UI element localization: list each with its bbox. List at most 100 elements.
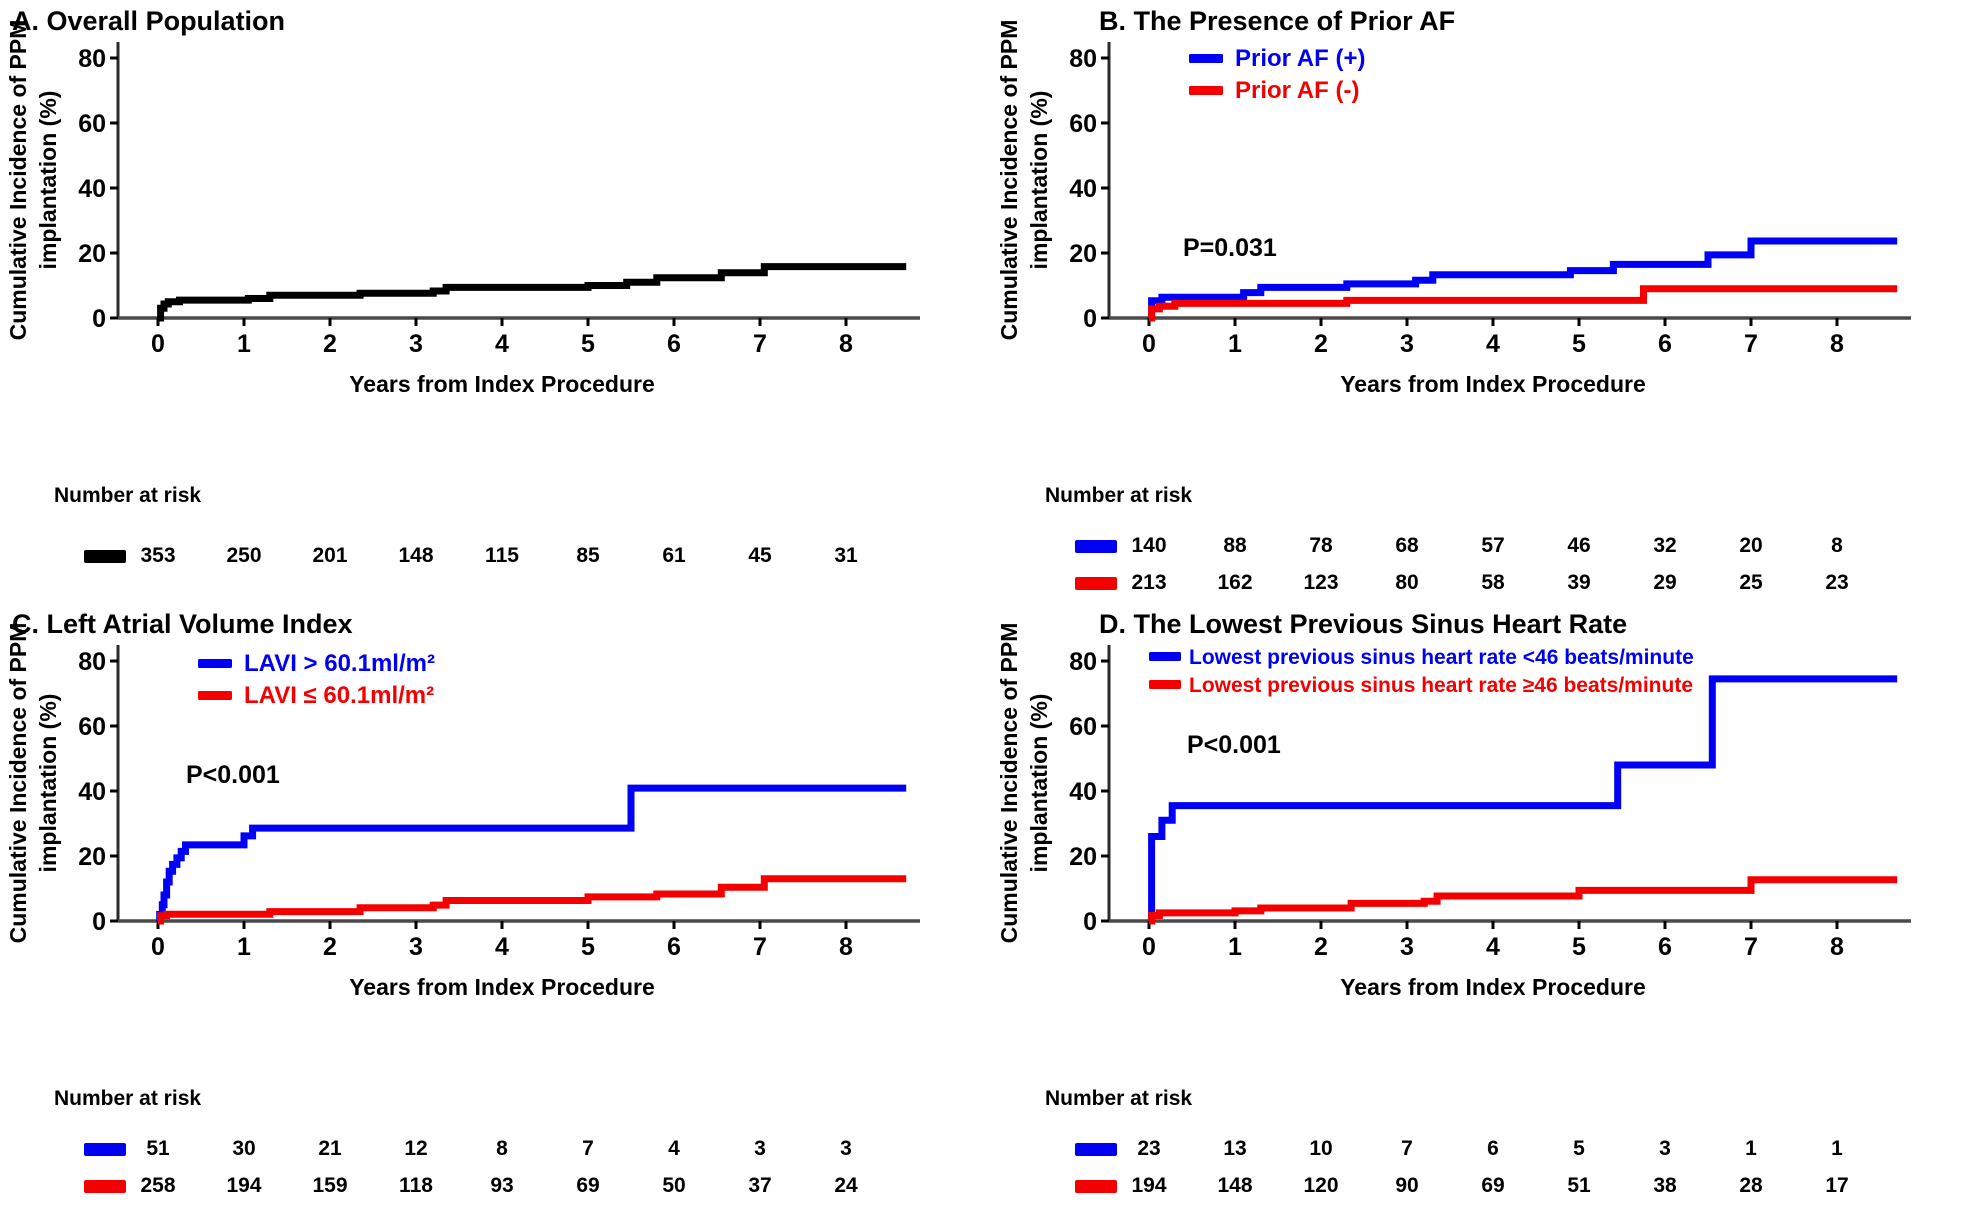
- panel-prior-af: B. The Presence of Prior AF Cumulative In…: [991, 0, 1983, 603]
- series-line: [156, 784, 907, 925]
- risk-count: 24: [834, 1174, 858, 1197]
- risk-count: 115: [485, 544, 519, 567]
- risk-count: 23: [1137, 1137, 1160, 1160]
- series-line: [1148, 285, 1898, 322]
- p-value: P<0.001: [186, 761, 280, 789]
- y-tick-label: 40: [1069, 175, 1097, 203]
- risk-count: 148: [1217, 1174, 1252, 1197]
- legend-label: Lowest previous sinus heart rate <46 bea…: [1189, 646, 1694, 669]
- panel-lowest-sinus-heart-rate: D. The Lowest Previous Sinus Heart Rate C…: [991, 603, 1983, 1206]
- y-axis-label-line1: Cumulative Incidence of PPM: [996, 623, 1022, 944]
- legend-label: LAVI > 60.1ml/m²: [244, 650, 435, 677]
- y-tick-label: 0: [1083, 305, 1097, 333]
- x-tick-label: 0: [1142, 933, 1156, 961]
- risk-count: 21: [318, 1137, 342, 1160]
- legend-label: Prior AF (-): [1235, 77, 1359, 104]
- x-tick-label: 1: [1228, 330, 1242, 358]
- panel-title: A. Overall Population: [12, 6, 285, 36]
- y-axis-label-line2: implantation (%): [1026, 91, 1052, 270]
- risk-count: 3: [1659, 1137, 1671, 1160]
- y-axis-label-line1: Cumulative Incidence of PPM: [5, 20, 31, 341]
- risk-count: 162: [1217, 571, 1252, 594]
- risk-count: 194: [1131, 1174, 1166, 1197]
- risk-count: 120: [1303, 1174, 1338, 1197]
- y-axis-label-line2: implantation (%): [35, 91, 61, 270]
- y-tick-label: 60: [78, 713, 106, 741]
- risk-count: 69: [576, 1174, 599, 1197]
- x-tick-label: 0: [151, 933, 165, 961]
- risk-count: 201: [312, 544, 347, 567]
- risk-count: 45: [748, 544, 772, 567]
- x-tick-label: 2: [323, 933, 337, 961]
- x-axis-label: Years from Index Procedure: [1340, 371, 1646, 397]
- x-tick-label: 7: [1744, 330, 1758, 358]
- x-tick-label: 5: [1572, 933, 1586, 961]
- risk-count: 3: [754, 1137, 766, 1160]
- x-tick-label: 4: [1486, 933, 1500, 961]
- risk-swatch: [1075, 1180, 1117, 1193]
- panel-title: B. The Presence of Prior AF: [1099, 6, 1455, 36]
- x-tick-label: 8: [839, 330, 853, 358]
- risk-count: 4: [668, 1137, 680, 1160]
- x-tick-label: 3: [1400, 933, 1414, 961]
- risk-swatch: [84, 1143, 126, 1156]
- risk-count: 20: [1739, 534, 1762, 557]
- x-tick-label: 3: [409, 933, 423, 961]
- x-axis-label: Years from Index Procedure: [349, 371, 655, 397]
- y-tick-label: 80: [1069, 648, 1097, 676]
- y-axis-label-line1: Cumulative Incidence of PPM: [996, 20, 1022, 341]
- y-tick-label: 80: [78, 648, 106, 676]
- legend-swatch: [1149, 680, 1181, 689]
- y-tick-label: 20: [1069, 843, 1097, 871]
- risk-count: 250: [226, 544, 261, 567]
- x-tick-label: 3: [1400, 330, 1414, 358]
- y-tick-label: 40: [1069, 778, 1097, 806]
- risk-count: 118: [399, 1174, 433, 1197]
- p-value: P=0.031: [1183, 234, 1277, 262]
- x-tick-label: 8: [1830, 330, 1844, 358]
- series-line: [1148, 876, 1898, 925]
- y-tick-label: 20: [78, 240, 106, 268]
- series-line: [1148, 675, 1898, 925]
- x-tick-label: 6: [667, 933, 681, 961]
- y-tick-label: 40: [78, 175, 106, 203]
- x-tick-label: 7: [753, 330, 767, 358]
- risk-count: 23: [1825, 571, 1848, 594]
- panel-overall-population: A. Overall Population Cumulative Incidenc…: [0, 0, 991, 603]
- risk-count: 93: [490, 1174, 513, 1197]
- risk-count: 5: [1573, 1137, 1585, 1160]
- x-tick-label: 0: [1142, 330, 1156, 358]
- x-tick-label: 4: [495, 330, 509, 358]
- risk-count: 353: [140, 544, 175, 567]
- x-tick-label: 5: [1572, 330, 1586, 358]
- legend-label: Lowest previous sinus heart rate ≥46 bea…: [1189, 674, 1693, 697]
- legend-swatch: [1149, 652, 1181, 661]
- risk-count: 140: [1131, 534, 1166, 557]
- panel-b-chart: B. The Presence of Prior AF Cumulative In…: [996, 6, 1911, 594]
- x-tick-label: 0: [151, 330, 165, 358]
- risk-count: 31: [834, 544, 858, 567]
- risk-count: 78: [1309, 534, 1333, 557]
- risk-count: 51: [1567, 1174, 1591, 1197]
- risk-count: 38: [1653, 1174, 1677, 1197]
- risk-count: 8: [1831, 534, 1843, 557]
- legend-label: Prior AF (+): [1235, 45, 1365, 72]
- risk-count: 258: [140, 1174, 175, 1197]
- risk-count: 32: [1653, 534, 1676, 557]
- risk-count: 7: [582, 1137, 594, 1160]
- risk-swatch: [1075, 1143, 1117, 1156]
- x-tick-label: 2: [323, 330, 337, 358]
- x-tick-label: 5: [581, 933, 595, 961]
- x-axis-label: Years from Index Procedure: [1340, 974, 1646, 1000]
- risk-count: 39: [1567, 571, 1590, 594]
- risk-count: 80: [1395, 571, 1418, 594]
- panel-d-chart: D. The Lowest Previous Sinus Heart Rate C…: [996, 609, 1911, 1197]
- risk-count: 29: [1653, 571, 1676, 594]
- panel-lavi: C. Left Atrial Volume Index Cumulative In…: [0, 603, 991, 1206]
- y-tick-label: 0: [92, 908, 106, 936]
- x-tick-label: 8: [1830, 933, 1844, 961]
- risk-count: 159: [312, 1174, 347, 1197]
- y-axis-label-line2: implantation (%): [1026, 694, 1052, 873]
- x-tick-label: 4: [495, 933, 509, 961]
